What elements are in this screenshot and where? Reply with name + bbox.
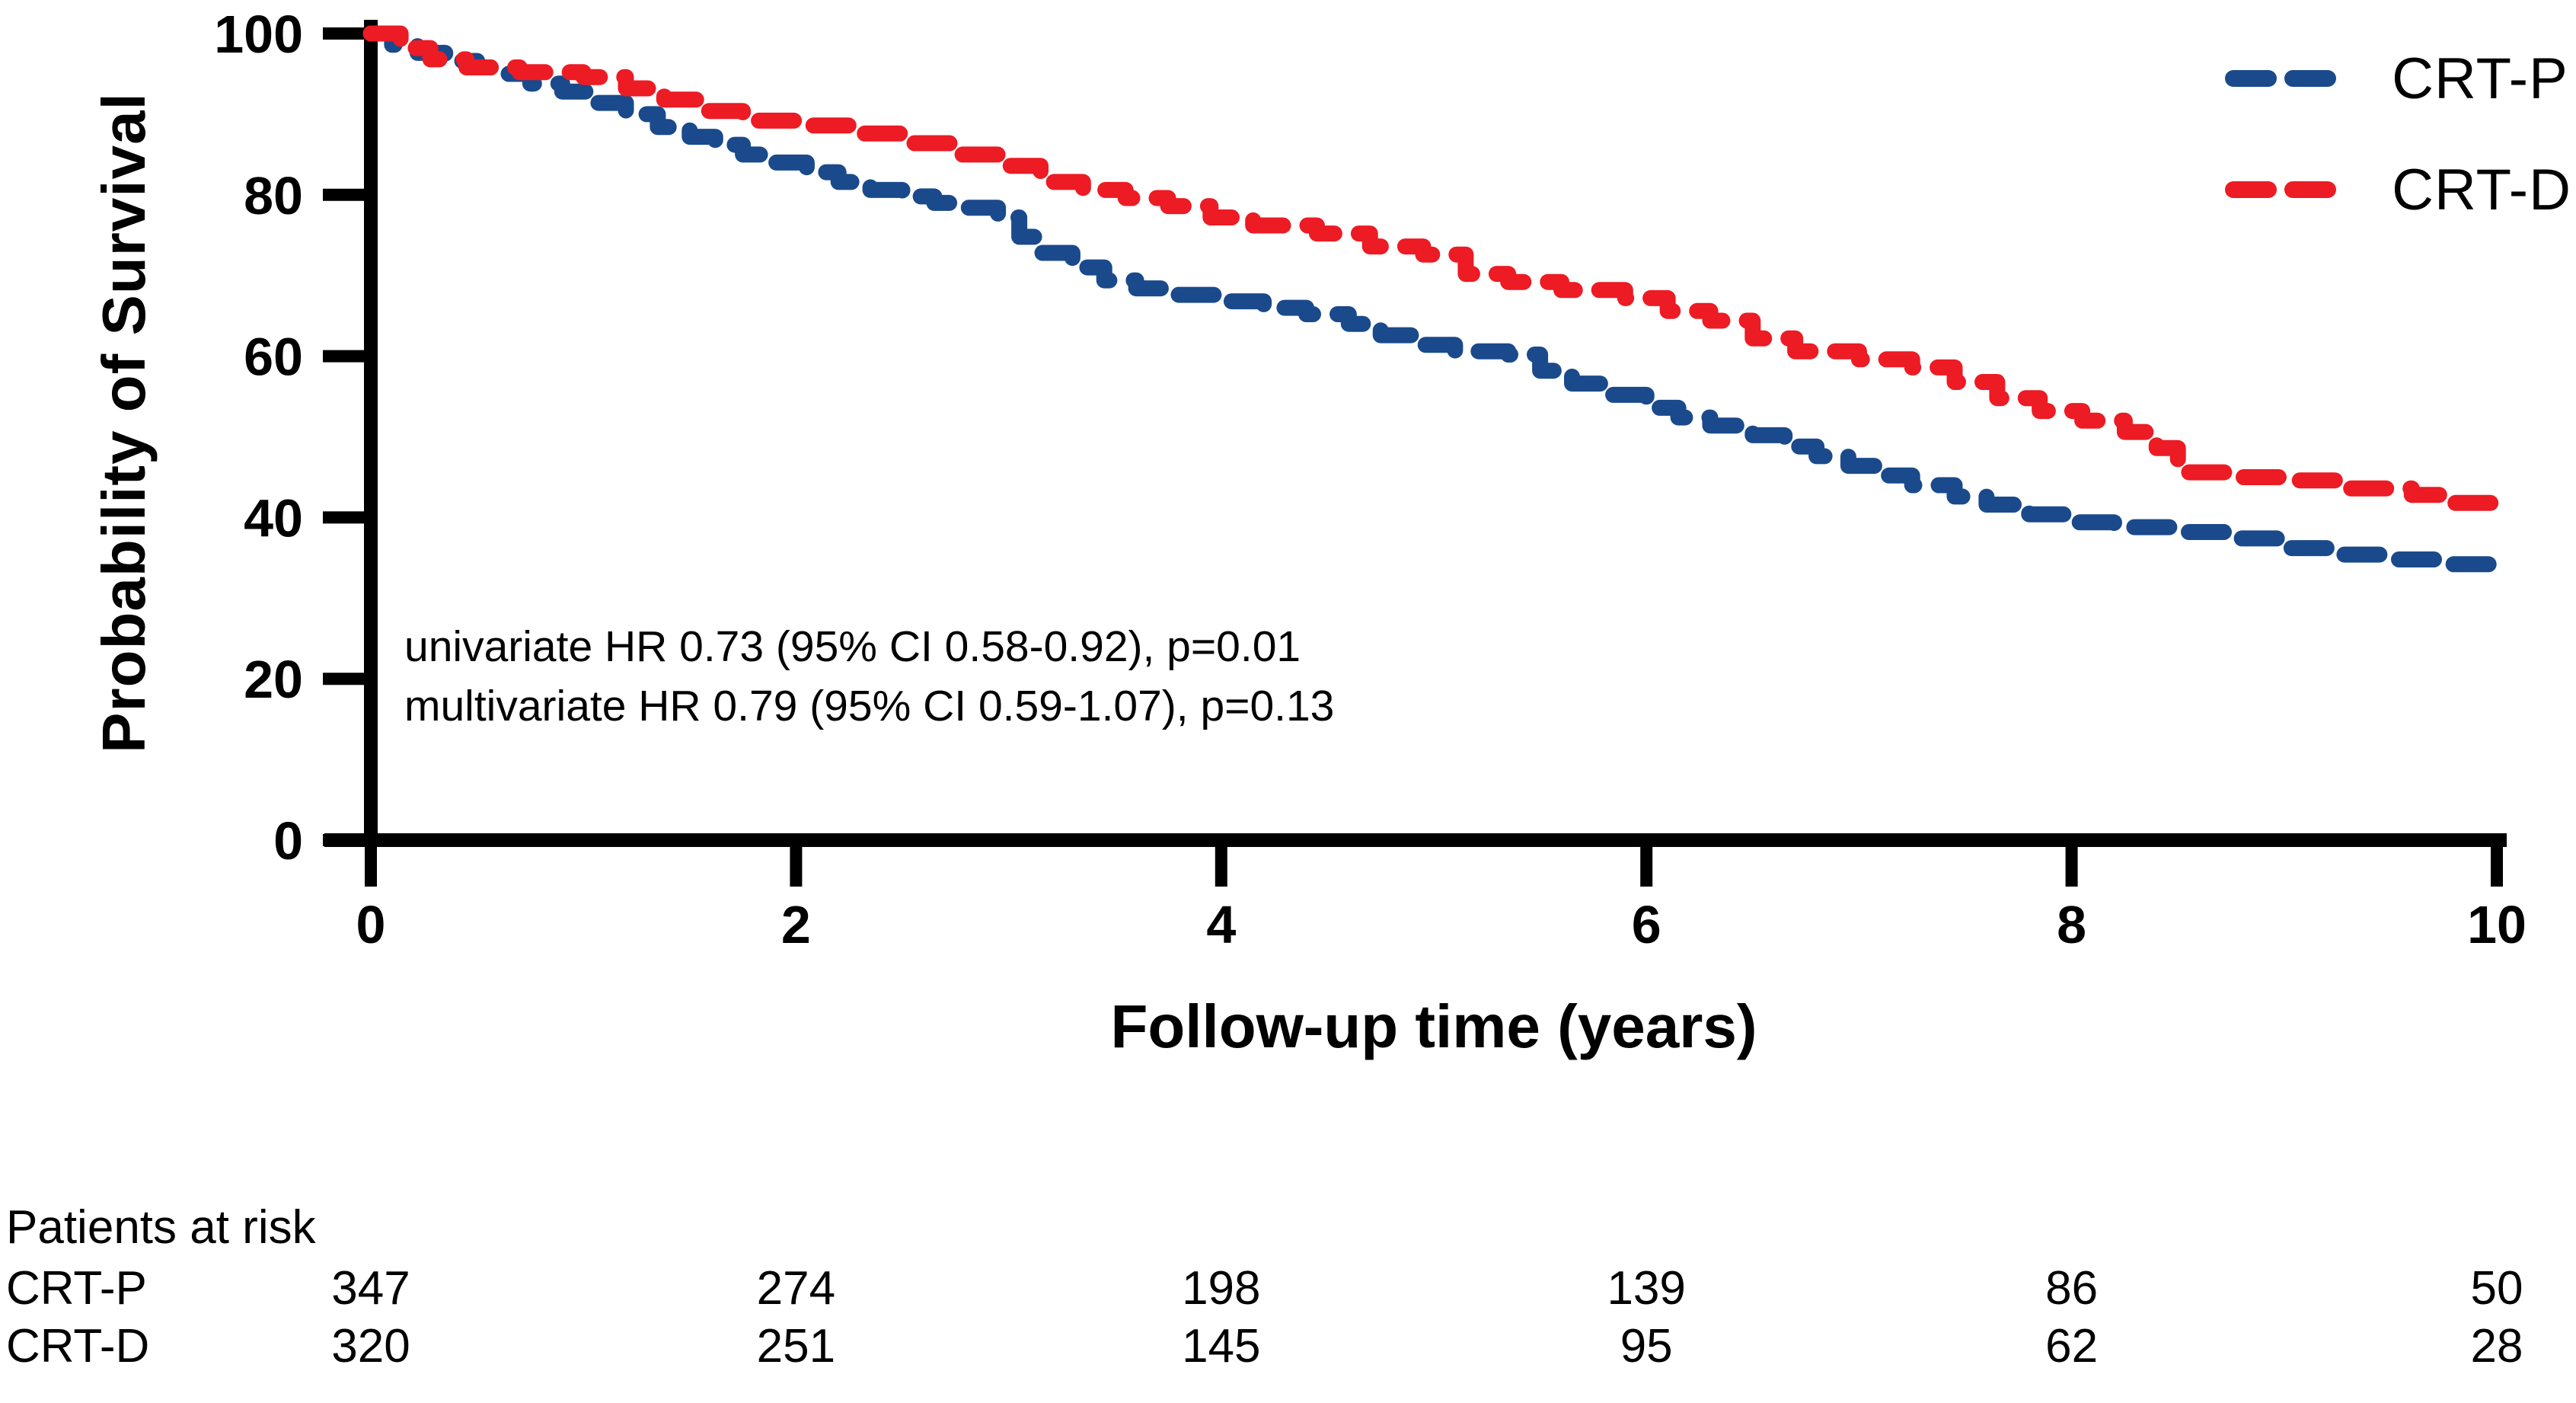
risk-count: 62 [2045, 1320, 2099, 1373]
crt-d-curve [362, 25, 2505, 518]
crt-d-dash-sample-icon [2225, 181, 2355, 198]
y-tick-label: 60 [244, 328, 303, 387]
risk-count: 251 [756, 1320, 836, 1373]
legend-label-crt-p: CRT-P [2392, 46, 2568, 111]
risk-count: 347 [331, 1262, 410, 1315]
y-tick-label: 0 [273, 811, 303, 871]
legend-item-crt-d: CRT-D [2224, 155, 2571, 224]
legend: CRT-P CRT-D [2224, 44, 2571, 224]
hr-annotation-line2: multivariate HR 0.79 (95% CI 0.59-1.07),… [404, 682, 1335, 730]
hr-annotation-line1: univariate HR 0.73 (95% CI 0.58-0.92), p… [404, 622, 1301, 671]
risk-table-header: Patients at risk [6, 1201, 316, 1254]
x-tick-label: 6 [1632, 895, 1661, 954]
risk-count: 50 [2470, 1262, 2523, 1315]
y-axis-title: Probability of Survival [90, 92, 158, 753]
risk-count: 86 [2045, 1262, 2099, 1315]
risk-row-label-crt-p: CRT-P [6, 1262, 147, 1315]
legend-label-crt-d: CRT-D [2392, 157, 2571, 222]
y-tick-label: 80 [244, 166, 303, 225]
risk-count: 145 [1182, 1320, 1261, 1373]
y-tick-label: 20 [244, 650, 303, 709]
y-tick-label: 100 [214, 5, 303, 64]
hr-annotation: univariate HR 0.73 (95% CI 0.58-0.92), p… [404, 617, 1334, 736]
risk-count: 320 [331, 1320, 410, 1373]
crt-p-curve [362, 25, 2505, 576]
y-tick-label: 40 [244, 488, 303, 548]
risk-count: 28 [2470, 1320, 2523, 1373]
x-tick-label: 2 [781, 895, 811, 954]
risk-count: 274 [756, 1262, 836, 1315]
x-tick-label: 4 [1206, 895, 1236, 954]
risk-count: 95 [1620, 1320, 1673, 1373]
x-axis-title: Follow-up time (years) [1110, 992, 1757, 1060]
legend-item-crt-p: CRT-P [2224, 44, 2571, 113]
x-tick-label: 0 [356, 895, 386, 954]
x-tick-label: 10 [2467, 895, 2527, 954]
risk-count: 139 [1607, 1262, 1686, 1315]
x-tick-label: 8 [2057, 895, 2086, 954]
risk-count: 198 [1182, 1262, 1261, 1315]
risk-row-label-crt-d: CRT-D [6, 1320, 150, 1373]
crt-p-dash-sample-icon [2225, 70, 2355, 87]
